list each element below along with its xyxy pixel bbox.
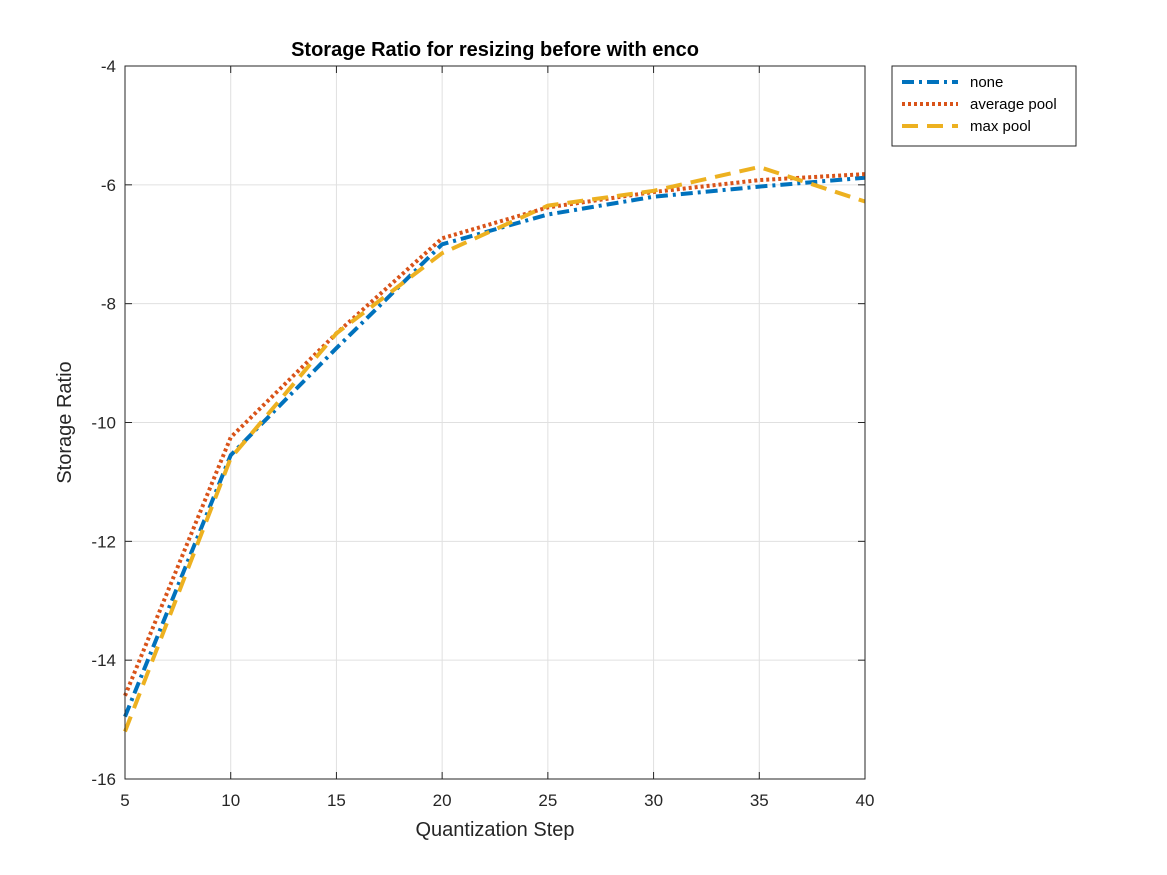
legend-label-2: max pool: [970, 118, 1031, 135]
chart-title: Storage Ratio for resizing before with e…: [291, 39, 699, 61]
y-tick-label: -14: [91, 651, 116, 670]
series-lines: [123, 165, 866, 733]
axis-ticks: 5 10 15 20 25 30 35 40 -16 -14 -12 -10 -8 -6 -4: [91, 57, 874, 810]
x-tick-label: 20: [433, 791, 452, 810]
x-tick-label: 30: [644, 791, 663, 810]
x-tick-label: 5: [120, 791, 129, 810]
y-axis-label: Storage Ratio: [54, 361, 76, 483]
legend-label-0: none: [970, 74, 1003, 91]
x-axis-label: Quantization Step: [416, 819, 575, 841]
y-tick-label: -16: [91, 770, 116, 789]
series-line-1: [123, 172, 866, 697]
x-tick-label: 35: [750, 791, 769, 810]
y-tick-label: -12: [91, 532, 116, 551]
y-tick-label: -8: [101, 295, 116, 314]
series-line-2: [123, 165, 866, 733]
series-line-0: [123, 175, 866, 718]
x-tick-label: 25: [538, 791, 557, 810]
x-tick-label: 40: [856, 791, 875, 810]
y-tick-label: -4: [101, 57, 116, 76]
y-tick-label: -10: [91, 414, 116, 433]
x-tick-label: 15: [327, 791, 346, 810]
legend-label-1: average pool: [970, 96, 1057, 113]
x-tick-label: 10: [221, 791, 240, 810]
legend: none average pool max pool: [891, 65, 1077, 147]
y-tick-label: -6: [101, 176, 116, 195]
